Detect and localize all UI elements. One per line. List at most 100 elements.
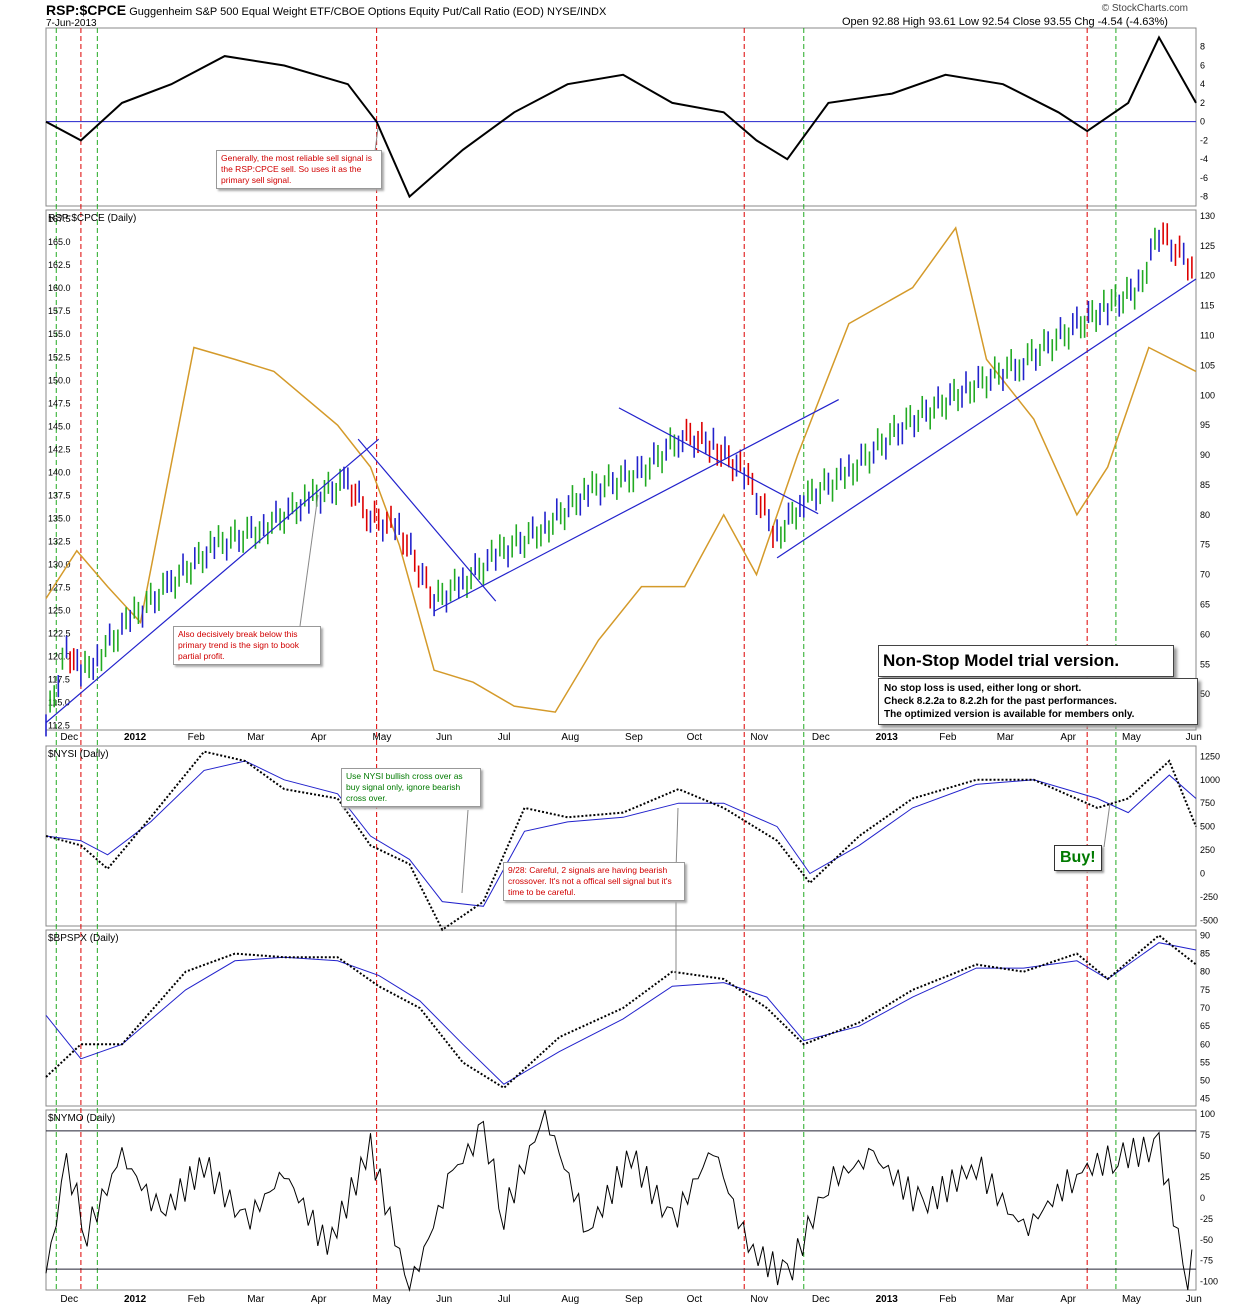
right-axis-tick-label: 100 xyxy=(1200,390,1215,400)
right-axis-tick-label: 115 xyxy=(1200,301,1214,311)
right-axis-tick-label: -250 xyxy=(1200,892,1218,902)
time-axis-label: 2012 xyxy=(124,732,147,743)
annotation-leader xyxy=(1103,802,1111,848)
right-axis-tick-label: 0 xyxy=(1200,1193,1205,1203)
model-box-notes: No stop loss is used, either long or sho… xyxy=(878,678,1198,725)
right-axis-tick-label: 80 xyxy=(1200,967,1210,977)
chart-header: RSP:$CPCE Guggenheim S&P 500 Equal Weigh… xyxy=(46,2,606,18)
right-axis-tick-label: 25 xyxy=(1200,1172,1210,1182)
right-axis-tick-label: -75 xyxy=(1200,1256,1213,1266)
right-axis-tick-label: -8 xyxy=(1200,192,1208,202)
right-axis-tick-label: 750 xyxy=(1200,798,1215,808)
left-axis-tick-label: 115.0 xyxy=(48,697,70,707)
right-axis-tick-label: 65 xyxy=(1200,1021,1210,1031)
time-axis-label: May xyxy=(372,732,391,743)
left-axis-tick-label: 142.5 xyxy=(48,444,71,454)
left-axis-tick-label: 135.0 xyxy=(48,513,71,523)
time-axis-label: Apr xyxy=(311,732,327,743)
note-bearish-crossover: 9/28: Careful, 2 signals are having bear… xyxy=(503,862,685,901)
left-axis-tick-label: 125.0 xyxy=(48,605,71,615)
right-axis-tick-label: 90 xyxy=(1200,450,1210,460)
right-axis-tick-label: 75 xyxy=(1200,1130,1210,1140)
time-axis-label: May xyxy=(372,1294,391,1305)
right-axis-tick-label: 60 xyxy=(1200,1039,1210,1049)
model-note-line: The optimized version is available for m… xyxy=(884,709,1135,720)
time-axis-label: Dec xyxy=(812,1294,830,1305)
time-axis-label: Jul xyxy=(498,732,511,743)
right-axis-tick-label: 70 xyxy=(1200,570,1210,580)
trendline xyxy=(776,278,1197,559)
time-axis-label: Apr xyxy=(1060,1294,1076,1305)
time-axis-label: Mar xyxy=(997,1294,1015,1305)
time-axis-label: Mar xyxy=(247,1294,265,1305)
right-axis-tick-label: 500 xyxy=(1200,822,1215,832)
nysi-line xyxy=(45,750,1197,932)
right-axis-tick-label: 90 xyxy=(1200,930,1210,940)
right-axis-tick-label: 120 xyxy=(1200,271,1215,281)
nysi-panel-label: $NYSI (Daily) xyxy=(48,749,109,760)
right-axis-tick-label: 85 xyxy=(1200,480,1210,490)
annotation-leader xyxy=(461,809,469,894)
left-axis-tick-label: 152.5 xyxy=(48,352,71,362)
bpspx-ma-line xyxy=(45,942,1197,1085)
right-axis-tick-label: 50 xyxy=(1200,1151,1210,1161)
time-axis-label: Oct xyxy=(687,732,703,743)
time-axis-label: Jun xyxy=(1186,1294,1202,1305)
price-panel-label: RSP:$CPCE (Daily) xyxy=(48,213,136,224)
right-axis-tick-label: 95 xyxy=(1200,420,1210,430)
right-axis-tick-label: 55 xyxy=(1200,1057,1210,1067)
model-note-line: Check 8.2.2a to 8.2.2h for the past perf… xyxy=(884,696,1117,707)
right-axis-tick-label: 105 xyxy=(1200,360,1215,370)
right-axis-tick-label: 0 xyxy=(1200,869,1205,879)
right-axis-tick-label: 130 xyxy=(1200,211,1215,221)
note-trend-break: Also decisively break below this primary… xyxy=(173,626,321,665)
right-axis-tick-label: 100 xyxy=(1200,1109,1215,1119)
left-axis-tick-label: 127.5 xyxy=(48,582,71,592)
trendline xyxy=(357,438,497,602)
right-axis-tick-label: 65 xyxy=(1200,599,1210,609)
time-axis-label: May xyxy=(1122,1294,1141,1305)
left-axis-tick-label: 162.5 xyxy=(48,260,71,270)
panel-frame xyxy=(45,1109,1197,1291)
time-axis-label: Aug xyxy=(561,1294,579,1305)
time-axis-label: Oct xyxy=(687,1294,703,1305)
panel-frame xyxy=(45,929,1197,1107)
left-axis-tick-label: 120.0 xyxy=(48,651,71,661)
brand-watermark: © StockCharts.com xyxy=(1101,3,1188,14)
model-note-line: No stop loss is used, either long or sho… xyxy=(884,683,1082,694)
annotation-leader xyxy=(299,494,319,627)
bpspx-line xyxy=(45,934,1197,1090)
left-axis-tick-label: 167.5 xyxy=(48,214,71,224)
time-axis-label: Mar xyxy=(997,732,1015,743)
time-axis-label: Sep xyxy=(625,1294,643,1305)
time-axis-label: 2013 xyxy=(876,1294,899,1305)
bpspx-panel-label: $BPSPX (Daily) xyxy=(48,933,119,944)
time-axis-label: Aug xyxy=(561,732,579,743)
left-axis-tick-label: 160.0 xyxy=(48,283,71,293)
right-axis-tick-label: -25 xyxy=(1200,1214,1213,1224)
right-axis-tick-label: -500 xyxy=(1200,915,1218,925)
right-axis-tick-label: 4 xyxy=(1200,79,1205,89)
time-axis-label: Dec xyxy=(60,732,78,743)
time-axis-label: Feb xyxy=(939,1294,957,1305)
panel-frame xyxy=(45,209,1197,731)
nysi-ma-line xyxy=(45,760,1197,907)
left-axis-tick-label: 155.0 xyxy=(48,329,71,339)
left-axis-tick-label: 147.5 xyxy=(48,398,71,408)
exchange: NYSE/INDX xyxy=(547,6,607,18)
right-axis-tick-label: 250 xyxy=(1200,845,1215,855)
time-axis-label: 2013 xyxy=(876,732,899,743)
right-axis-tick-label: 0 xyxy=(1200,117,1205,127)
note-nysi-buy-rule: Use NYSI bullish cross over as buy signa… xyxy=(341,768,481,807)
ohlc-readout: Open 92.88 High 93.61 Low 92.54 Close 93… xyxy=(842,16,1168,28)
left-axis-tick-label: 150.0 xyxy=(48,375,71,385)
trendline xyxy=(618,407,819,515)
right-axis-tick-label: 85 xyxy=(1200,949,1210,959)
right-axis-tick-label: 45 xyxy=(1200,1094,1210,1104)
left-axis-tick-label: 122.5 xyxy=(48,628,71,638)
annotation-leader xyxy=(675,807,679,871)
right-axis-tick-label: 60 xyxy=(1200,629,1210,639)
time-axis-label: Dec xyxy=(60,1294,78,1305)
time-axis-label: Feb xyxy=(188,732,206,743)
